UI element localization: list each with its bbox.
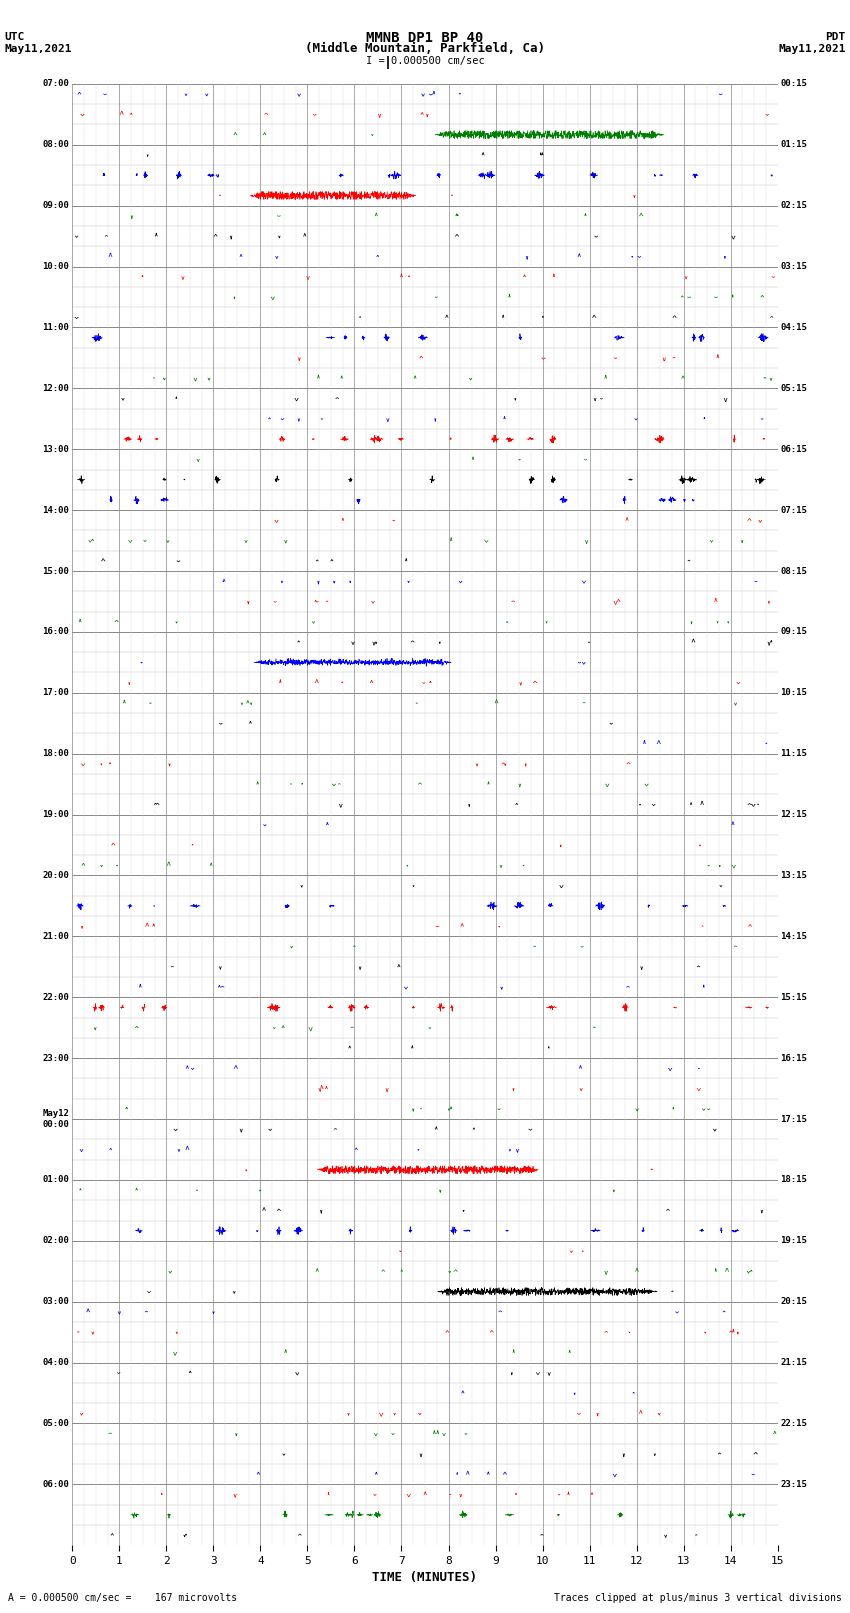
Text: 09:00: 09:00 [42, 202, 70, 210]
Text: 19:00: 19:00 [42, 810, 70, 819]
Text: 06:15: 06:15 [780, 445, 808, 453]
Text: 04:15: 04:15 [780, 323, 808, 332]
Text: 12:15: 12:15 [780, 810, 808, 819]
Text: 05:00: 05:00 [42, 1419, 70, 1428]
Text: 15:00: 15:00 [42, 566, 70, 576]
Text: 00:15: 00:15 [780, 79, 808, 89]
Text: 06:00: 06:00 [42, 1479, 70, 1489]
Text: May12
00:00: May12 00:00 [42, 1110, 70, 1129]
Text: 10:15: 10:15 [780, 689, 808, 697]
Text: 09:15: 09:15 [780, 627, 808, 637]
X-axis label: TIME (MINUTES): TIME (MINUTES) [372, 1571, 478, 1584]
Text: 23:15: 23:15 [780, 1479, 808, 1489]
Text: 23:00: 23:00 [42, 1053, 70, 1063]
Text: 22:00: 22:00 [42, 992, 70, 1002]
Text: 18:15: 18:15 [780, 1176, 808, 1184]
Text: 03:15: 03:15 [780, 261, 808, 271]
Text: UTC: UTC [4, 32, 25, 42]
Text: 13:15: 13:15 [780, 871, 808, 881]
Text: MMNB DP1 BP 40: MMNB DP1 BP 40 [366, 31, 484, 45]
Text: 04:00: 04:00 [42, 1358, 70, 1368]
Text: 13:00: 13:00 [42, 445, 70, 453]
Text: PDT: PDT [825, 32, 846, 42]
Text: 01:15: 01:15 [780, 140, 808, 150]
Text: May11,2021: May11,2021 [4, 44, 71, 53]
Text: 05:15: 05:15 [780, 384, 808, 394]
Text: May11,2021: May11,2021 [779, 44, 846, 53]
Text: A = 0.000500 cm/sec =    167 microvolts: A = 0.000500 cm/sec = 167 microvolts [8, 1594, 238, 1603]
Text: 08:15: 08:15 [780, 566, 808, 576]
Text: I = 0.000500 cm/sec: I = 0.000500 cm/sec [366, 56, 484, 66]
Text: 08:00: 08:00 [42, 140, 70, 150]
Text: 15:15: 15:15 [780, 992, 808, 1002]
Text: 02:15: 02:15 [780, 202, 808, 210]
Text: 02:00: 02:00 [42, 1236, 70, 1245]
Text: 14:00: 14:00 [42, 505, 70, 515]
Text: 16:00: 16:00 [42, 627, 70, 637]
Text: 20:00: 20:00 [42, 871, 70, 881]
Text: 22:15: 22:15 [780, 1419, 808, 1428]
Text: 14:15: 14:15 [780, 932, 808, 940]
Text: 17:00: 17:00 [42, 689, 70, 697]
Text: 07:00: 07:00 [42, 79, 70, 89]
Text: 03:00: 03:00 [42, 1297, 70, 1307]
Text: 07:15: 07:15 [780, 505, 808, 515]
Text: 11:00: 11:00 [42, 323, 70, 332]
Text: Traces clipped at plus/minus 3 vertical divisions: Traces clipped at plus/minus 3 vertical … [553, 1594, 842, 1603]
Text: 11:15: 11:15 [780, 748, 808, 758]
Text: 20:15: 20:15 [780, 1297, 808, 1307]
Text: 21:15: 21:15 [780, 1358, 808, 1368]
Text: 16:15: 16:15 [780, 1053, 808, 1063]
Text: 18:00: 18:00 [42, 748, 70, 758]
Text: 10:00: 10:00 [42, 261, 70, 271]
Text: 01:00: 01:00 [42, 1176, 70, 1184]
Text: 12:00: 12:00 [42, 384, 70, 394]
Text: 17:15: 17:15 [780, 1115, 808, 1124]
Text: (Middle Mountain, Parkfield, Ca): (Middle Mountain, Parkfield, Ca) [305, 42, 545, 55]
Text: 19:15: 19:15 [780, 1236, 808, 1245]
Text: 21:00: 21:00 [42, 932, 70, 940]
